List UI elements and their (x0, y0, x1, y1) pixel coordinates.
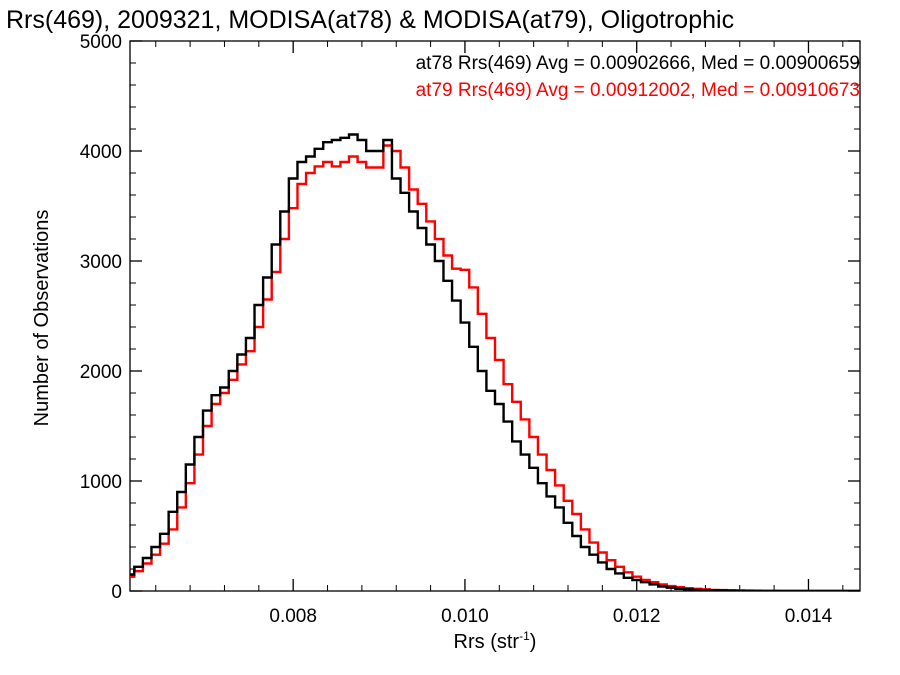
x-tick-label: 0.010 (441, 606, 489, 627)
y-tick-label: 2000 (80, 362, 122, 383)
x-tick-label: 0.012 (613, 606, 661, 627)
x-axis-label-superscript: -1 (519, 629, 530, 643)
x-axis-label: Rrs (str-1) (454, 629, 537, 653)
axis-tick-labels: 0.008 0.010 0.012 0.014 0 1000 2000 3000 4000 500… (80, 32, 833, 627)
y-tick-label: 1000 (80, 472, 122, 493)
y-axis-label: Number of Observations (31, 210, 53, 427)
y-tick-label: 3000 (80, 252, 122, 273)
x-axis-label-close: ) (530, 631, 537, 653)
legend-at79-stats: at79 Rrs(469) Avg = 0.00912002, Med = 0.… (416, 80, 860, 101)
plot-frame (129, 40, 861, 592)
series-line-at78 (130, 133, 860, 591)
legend-at78-stats: at78 Rrs(469) Avg = 0.00902666, Med = 0.… (416, 53, 860, 74)
axis-ticks (130, 40, 860, 592)
x-axis-label-text: Rrs (str (454, 631, 520, 653)
y-tick-label: 0 (111, 582, 122, 603)
x-tick-label: 0.014 (785, 606, 833, 627)
x-tick-label: 0.008 (269, 606, 317, 627)
series-layer (130, 133, 860, 591)
y-tick-label: 5000 (80, 32, 122, 53)
y-tick-label: 4000 (80, 142, 122, 163)
chart-title: Rrs(469), 2009321, MODISA(at78) & MODISA… (6, 6, 734, 34)
